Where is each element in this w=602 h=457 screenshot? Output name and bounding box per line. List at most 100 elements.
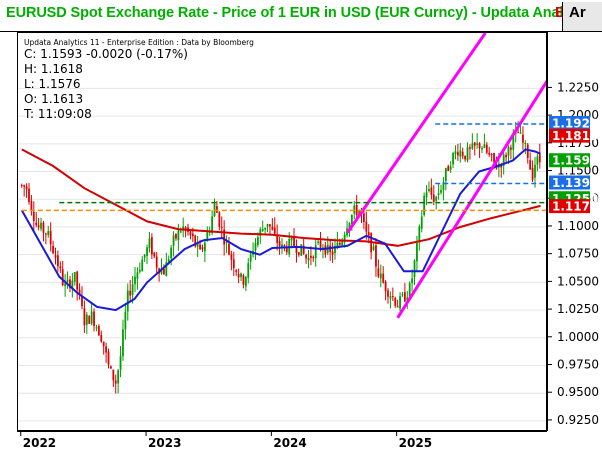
candle-body [247,263,250,278]
candle-body [126,290,129,312]
candle-body [230,254,233,260]
candle-body [206,232,209,242]
left-margin [0,32,17,451]
candle-body [194,235,197,247]
candle-body [394,298,397,306]
candle-body [216,206,218,213]
candle-body [469,147,471,149]
candle-body [452,153,454,165]
candle-body [437,193,440,195]
candle-body [406,297,409,302]
candle-body [464,155,467,160]
candle-body [399,296,401,309]
candle-body [119,356,122,370]
candle-body [95,327,98,329]
candle-body [167,259,170,263]
candle-body [372,246,375,251]
candle-body [49,230,52,245]
candle-body [317,241,320,244]
candle-body [146,247,148,256]
candle-body [117,370,120,384]
candle-body [305,254,307,259]
candle-body [124,311,127,330]
candle-body [420,216,423,229]
candle-body [324,245,327,255]
price-tag [549,115,590,130]
candle-body [522,134,524,143]
price-tag-label: 1.1929 [552,116,598,130]
candle-body [529,160,532,170]
candle-body [112,369,115,381]
candle-body [163,268,165,275]
candle-body [418,226,421,243]
candle-body [336,242,339,248]
price-tag-label: 1.1179 [552,200,598,214]
candle-body [293,237,295,247]
candle-body [281,244,283,248]
candle-body [283,245,286,247]
candle-body [490,154,493,156]
candle-body [90,311,93,324]
price-tag-label: 1.1392 [552,176,598,190]
candle-body [52,245,54,254]
candle-body [353,205,356,214]
candle-body [218,212,221,227]
y-axis-svg: 1.22501.20001.17501.15001.12501.10001.07… [548,80,599,427]
candle-body [93,311,95,327]
candle-body [20,184,23,186]
candle-body [69,279,71,289]
candle-body [428,189,430,192]
x-axis[interactable]: 2022 2023 2024 2025 [17,431,547,451]
candle-body [341,240,344,246]
y-tick-label: 1.0250 [557,302,599,316]
candle-body [524,142,527,144]
candle-body [534,164,536,178]
candle-body [536,156,539,165]
candle-body [285,246,288,253]
ohlc-info-panel: Updata Analytics 11 - Enterprise Edition… [24,38,254,122]
plot-area[interactable] [17,32,547,431]
candle-body [505,154,507,158]
candle-body [138,269,141,272]
candle-body [25,186,28,190]
candle-body [454,151,457,155]
y-tick-label: 1.0500 [557,274,599,288]
x-tick-label: 2022 [23,436,56,450]
candle-body [271,226,274,230]
chart-title-tail: E [555,5,565,21]
candle-body [348,223,351,231]
candle-body [278,241,281,247]
axis-corner-label: Ar [569,4,586,21]
candle-body [232,259,235,269]
candle-body [259,229,262,236]
candle-body [391,296,394,298]
candle-body [225,241,228,243]
candle-body [184,227,187,230]
y-axis[interactable]: 1.22501.20001.17501.15001.12501.10001.07… [547,32,602,431]
candle-body [389,296,392,299]
candle-body [459,150,462,157]
candle-body [416,242,418,262]
chart-svg[interactable] [18,33,547,431]
price-tag [549,153,590,168]
x-tick-label: 2025 [399,436,432,450]
open-value: O: 1.1613 [24,92,84,106]
candle-body [134,276,136,285]
candle-body [35,222,38,226]
price-tag-label: 1.1593 [552,154,598,168]
candle-body [153,252,156,257]
candle-body [334,245,336,254]
candle-body [264,227,267,230]
candle-body [473,142,476,146]
candle-body [466,147,469,161]
candle-body [66,279,69,282]
candle-body [375,245,377,267]
candle-body [61,269,64,286]
candle-body [425,192,428,198]
price-tag [549,128,590,143]
candle-body [384,281,387,292]
candle-body [23,185,26,187]
candle-body [102,341,105,347]
low-value: L: 1.1576 [24,77,81,91]
candle-body [531,167,534,180]
